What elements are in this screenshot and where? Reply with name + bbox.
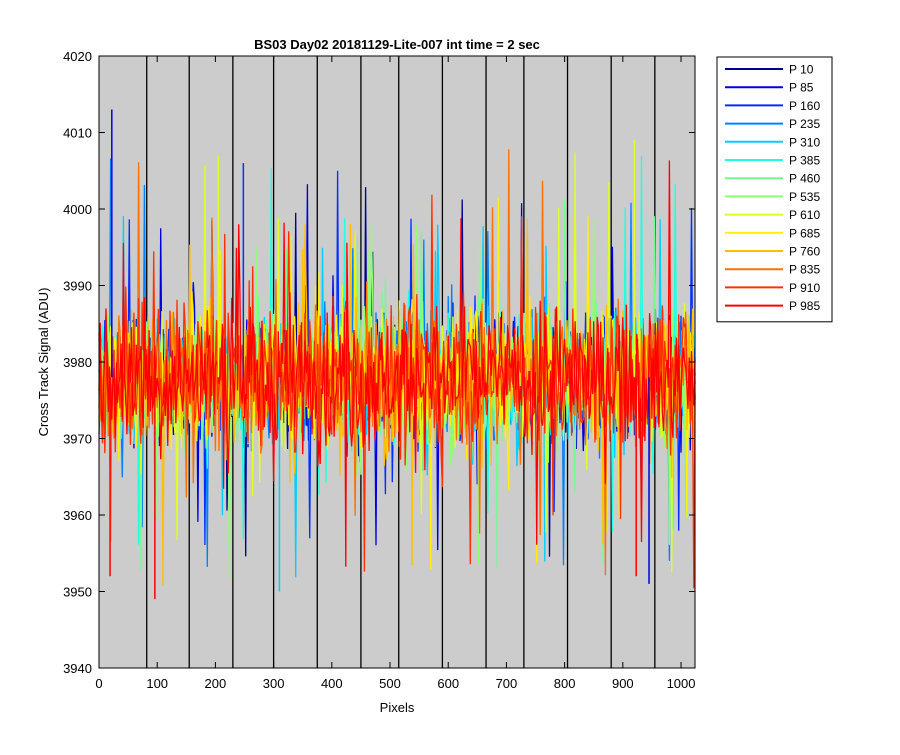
legend-label: P 460: [789, 172, 820, 186]
y-tick-label: 3980: [63, 355, 92, 370]
legend-label: P 235: [789, 117, 820, 131]
y-tick-label: 3970: [63, 432, 92, 447]
series-line: [98, 160, 696, 567]
y-tick-label: 3940: [63, 661, 92, 676]
y-tick-label: 4010: [63, 126, 92, 141]
legend-label: P 910: [789, 281, 820, 295]
axis-ticks: 0 100 200 300 400 500 600 700 800 900 1000 3940 3950…: [63, 49, 695, 691]
legend-label: P 685: [789, 226, 820, 240]
y-tick-label: 4000: [63, 202, 92, 217]
x-tick-label: 200: [205, 676, 227, 691]
y-tick-label: 3950: [63, 585, 92, 600]
y-tick-label: 3960: [63, 508, 92, 523]
y-axis-label: Cross Track Signal (ADU): [36, 288, 51, 437]
legend-label: P 835: [789, 263, 820, 277]
chart-title: BS03 Day02 20181129-Lite-007 int time = …: [254, 37, 540, 52]
x-axis-label: Pixels: [380, 700, 415, 715]
legend-label: P 985: [789, 299, 820, 313]
legend-label: P 535: [789, 190, 820, 204]
legend-label: P 85: [789, 81, 814, 95]
legend: P 10 P 85 P 160 P 235 P 310 P 385 P 460 P 535 P …: [716, 56, 833, 323]
x-tick-label: 1000: [667, 676, 696, 691]
legend-label: P 10: [789, 63, 814, 77]
legend-label: P 310: [789, 135, 820, 149]
x-tick-label: 0: [95, 676, 102, 691]
legend-label: P 385: [789, 154, 820, 168]
legend-label: P 160: [789, 99, 820, 113]
x-tick-label: 900: [612, 676, 634, 691]
x-tick-label: 500: [379, 676, 401, 691]
x-tick-label: 700: [496, 676, 518, 691]
series-group: [98, 109, 696, 600]
y-tick-label: 4020: [63, 49, 92, 64]
legend-label: P 760: [789, 245, 820, 259]
legend-label: P 610: [789, 208, 820, 222]
legend-box: [716, 56, 833, 323]
x-tick-label: 600: [437, 676, 459, 691]
x-tick-label: 300: [263, 676, 285, 691]
x-tick-label: 400: [321, 676, 343, 691]
x-tick-label: 800: [554, 676, 576, 691]
x-tick-label: 100: [146, 676, 168, 691]
y-tick-label: 3990: [63, 279, 92, 294]
